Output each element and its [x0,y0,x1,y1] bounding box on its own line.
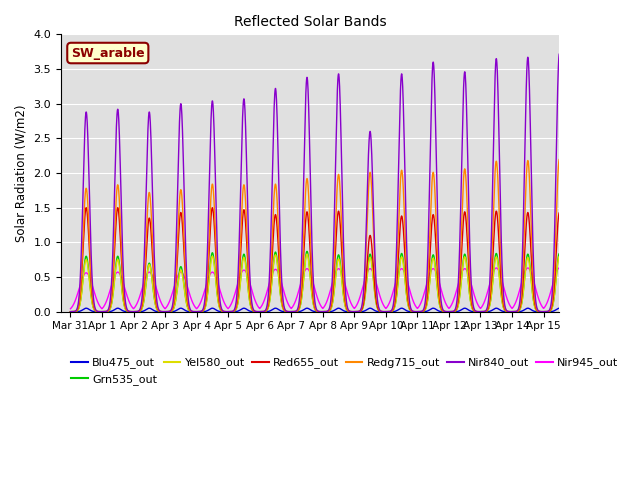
Legend: Blu475_out, Grn535_out, Yel580_out, Red655_out, Redg715_out, Nir840_out, Nir945_: Blu475_out, Grn535_out, Yel580_out, Red6… [67,353,623,389]
Text: SW_arable: SW_arable [71,47,145,60]
Title: Reflected Solar Bands: Reflected Solar Bands [234,15,387,29]
Y-axis label: Solar Radiation (W/m2): Solar Radiation (W/m2) [15,104,28,242]
